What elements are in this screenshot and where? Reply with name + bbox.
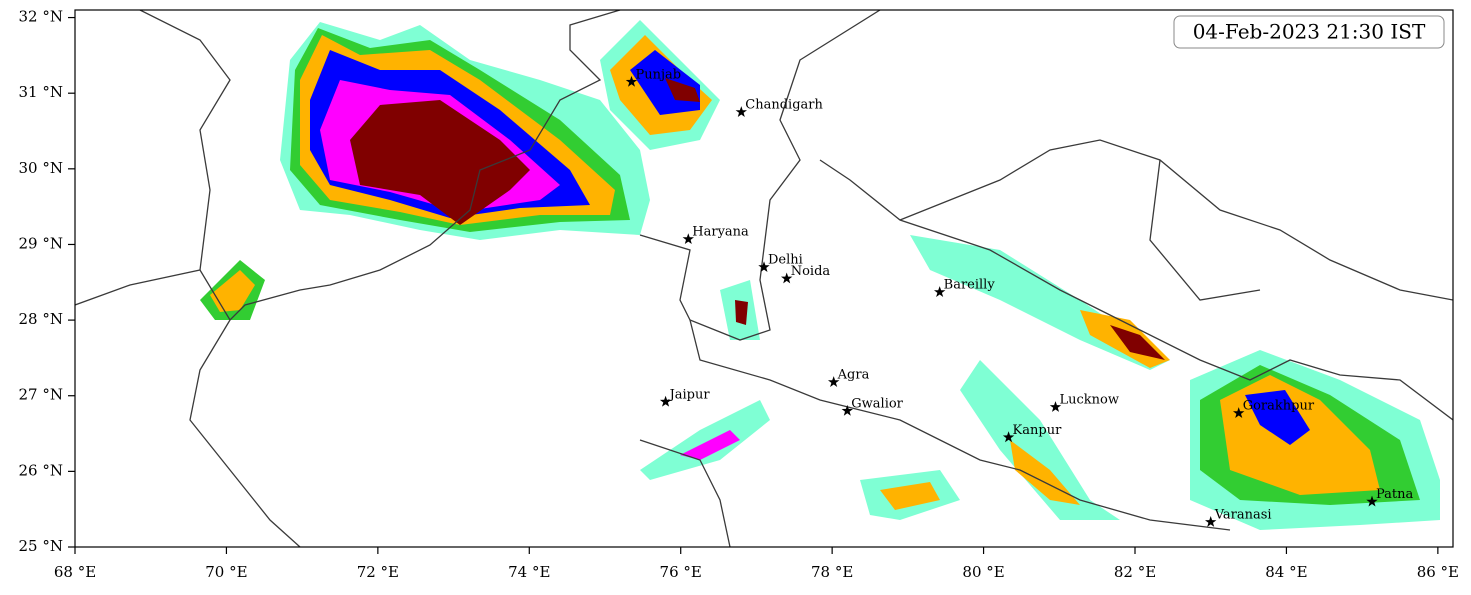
x-tick-label: 82 °E xyxy=(1114,563,1156,581)
city-marker xyxy=(1233,407,1245,418)
city-label: Gorakhpur xyxy=(1243,399,1315,414)
city-marker xyxy=(934,286,946,297)
city-label: Chandigarh xyxy=(745,98,823,113)
x-tick-label: 74 °E xyxy=(508,563,550,581)
y-tick-label: 28 °N xyxy=(19,310,63,328)
y-tick-label: 32 °N xyxy=(19,8,63,26)
x-tick-label: 78 °E xyxy=(811,563,853,581)
reflectivity-field xyxy=(200,20,1440,530)
city-marker xyxy=(758,261,770,272)
city-label: Agra xyxy=(837,368,870,383)
y-tick-label: 25 °N xyxy=(19,537,63,555)
title-box xyxy=(1173,15,1445,49)
city-label: Patna xyxy=(1376,487,1414,502)
y-tick-label: 26 °N xyxy=(19,461,63,479)
city-marker xyxy=(1205,516,1217,527)
y-tick-label: 27 °N xyxy=(19,386,63,404)
city-label: Haryana xyxy=(692,225,749,240)
city-marker xyxy=(735,106,747,117)
city-marker xyxy=(1049,401,1062,412)
city-marker xyxy=(682,233,694,244)
x-tick-label: 68 °E xyxy=(54,563,96,581)
x-tick-label: 76 °E xyxy=(660,563,702,581)
city-label: Lucknow xyxy=(1060,393,1120,408)
city-marker xyxy=(841,404,853,416)
x-tick-label: 84 °E xyxy=(1265,563,1307,581)
city-label: Jaipur xyxy=(668,387,711,402)
x-tick-label: 72 °E xyxy=(357,563,399,581)
x-tick-label: 80 °E xyxy=(962,563,1004,581)
city-label: Bareilly xyxy=(944,278,996,293)
city-label: Delhi xyxy=(768,253,803,268)
city-label: Varanasi xyxy=(1214,508,1272,523)
city-marker xyxy=(625,75,638,87)
plot-frame xyxy=(74,9,1454,548)
x-tick-label: 70 °E xyxy=(205,563,247,581)
city-marker xyxy=(828,376,840,387)
city-marker xyxy=(659,395,672,407)
x-tick-label: 86 °E xyxy=(1417,563,1459,581)
city-label: Kanpur xyxy=(1013,423,1063,438)
y-tick-label: 31 °N xyxy=(19,83,63,101)
city-label: Punjab xyxy=(636,67,682,82)
y-tick-label: 30 °N xyxy=(19,159,63,177)
city-marker xyxy=(781,272,793,284)
title: 04-Feb-2023 21:30 IST xyxy=(1193,20,1426,44)
borders xyxy=(75,10,1453,547)
ticks: 68 °E 70 °E 72 °E 74 °E 76 °E 78 °E 80 °E 82 °E… xyxy=(19,8,1459,581)
y-tick-label: 29 °N xyxy=(19,234,63,252)
city-label: Noida xyxy=(791,264,831,279)
city-label: Gwalior xyxy=(851,396,903,411)
city-marker xyxy=(1366,495,1378,507)
city-marker xyxy=(1002,431,1015,443)
